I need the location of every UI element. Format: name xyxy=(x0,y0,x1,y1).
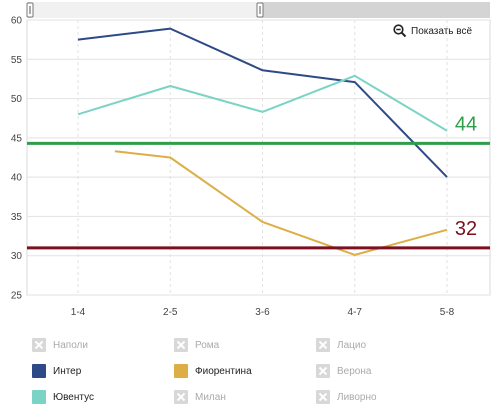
reference-line-label: 44 xyxy=(455,113,477,135)
legend-label: Интер xyxy=(53,365,82,377)
legend-disabled-x-icon xyxy=(316,390,330,404)
y-tick-label: 30 xyxy=(11,251,23,262)
legend-label: Ливорно xyxy=(337,391,377,403)
data-point[interactable] xyxy=(352,80,357,85)
show-all-label: Показать всё xyxy=(411,25,473,37)
legend-item[interactable]: Рома xyxy=(174,338,219,352)
legend-swatch xyxy=(32,390,46,404)
data-point[interactable] xyxy=(445,227,450,232)
data-point[interactable] xyxy=(352,252,357,257)
legend-item[interactable]: Наполи xyxy=(32,338,88,352)
legend-swatch xyxy=(174,364,188,378)
x-tick-label: 5-8 xyxy=(440,307,455,318)
legend-label: Наполи xyxy=(53,339,88,351)
zoom-out-icon xyxy=(393,24,407,38)
data-point[interactable] xyxy=(260,109,265,114)
data-point[interactable] xyxy=(76,37,81,42)
data-point[interactable] xyxy=(352,73,357,78)
x-tick-label: 4-7 xyxy=(348,307,363,318)
legend-disabled-x-icon xyxy=(316,364,330,378)
legend-item[interactable]: Лацио xyxy=(316,338,366,352)
y-tick-label: 50 xyxy=(11,94,23,105)
y-tick-label: 25 xyxy=(11,291,23,302)
legend-disabled-x-icon xyxy=(174,390,188,404)
legend-label: Лацио xyxy=(337,339,366,351)
data-point[interactable] xyxy=(76,112,81,117)
y-tick-label: 55 xyxy=(11,55,23,66)
legend-disabled-x-icon xyxy=(316,338,330,352)
legend-label: Милан xyxy=(195,391,226,403)
legend-item[interactable]: Милан xyxy=(174,390,226,404)
y-tick-label: 45 xyxy=(11,133,23,144)
data-point[interactable] xyxy=(260,68,265,73)
data-point[interactable] xyxy=(168,155,173,160)
y-tick-label: 60 xyxy=(11,16,23,27)
range-scroller-selection[interactable] xyxy=(31,2,261,18)
range-handle-right[interactable] xyxy=(256,2,264,18)
data-point[interactable] xyxy=(112,149,117,154)
legend-item[interactable]: Верона xyxy=(316,364,371,378)
legend-item[interactable]: Интер xyxy=(32,364,81,378)
x-tick-label: 2-5 xyxy=(163,307,178,318)
series-line-0 xyxy=(77,27,448,178)
data-point[interactable] xyxy=(445,128,450,133)
y-tick-label: 35 xyxy=(11,212,23,223)
legend-disabled-x-icon xyxy=(174,338,188,352)
legend-label: Ювентус xyxy=(53,391,94,403)
x-tick-label: 3-6 xyxy=(255,307,270,318)
plot-area-border xyxy=(26,19,491,296)
legend-swatch xyxy=(32,364,46,378)
reference-line-label: 32 xyxy=(455,218,477,240)
legend-item[interactable]: Ювентус xyxy=(32,390,94,404)
data-point[interactable] xyxy=(445,175,450,180)
legend-item[interactable]: Фиорентина xyxy=(174,364,252,378)
y-tick-label: 40 xyxy=(11,173,23,184)
series-line-1 xyxy=(77,74,448,132)
legend-label: Фиорентина xyxy=(195,365,252,377)
show-all-button[interactable]: Показать всё xyxy=(393,24,472,38)
legend-label: Верона xyxy=(337,365,372,377)
range-handle-left[interactable] xyxy=(26,2,34,18)
x-tick-label: 1-4 xyxy=(71,307,86,318)
legend-label: Рома xyxy=(195,339,220,351)
data-point[interactable] xyxy=(168,84,173,89)
series-line-2 xyxy=(114,150,448,256)
data-point[interactable] xyxy=(168,26,173,31)
legend-disabled-x-icon xyxy=(32,338,46,352)
legend-item[interactable]: Ливорно xyxy=(316,390,377,404)
data-point[interactable] xyxy=(260,219,265,224)
